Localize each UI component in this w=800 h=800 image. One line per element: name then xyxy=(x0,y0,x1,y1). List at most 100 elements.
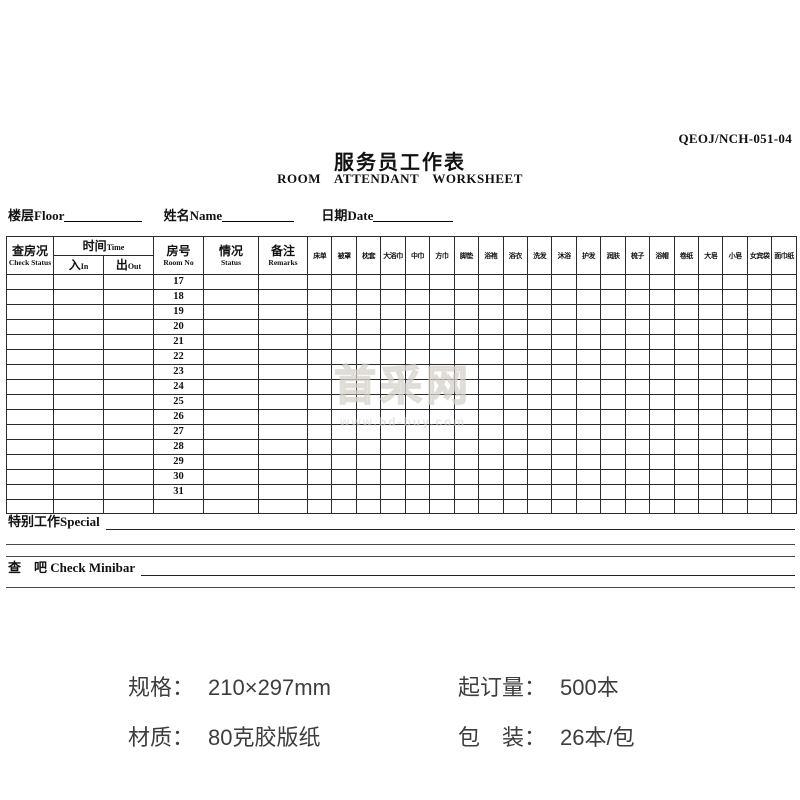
blank-cell xyxy=(649,394,675,410)
blank-cell xyxy=(258,334,308,350)
blank-cell xyxy=(429,379,455,395)
blank-cell xyxy=(53,379,104,395)
blank-cell xyxy=(478,319,504,335)
blank-cell xyxy=(624,379,651,395)
blank-cell xyxy=(502,499,528,514)
blank-cell xyxy=(673,379,700,395)
blank-cell xyxy=(697,499,724,514)
name-field: 姓名Name xyxy=(164,205,223,224)
blank-cell xyxy=(771,409,797,425)
blank-cell xyxy=(551,409,577,425)
blank-cell xyxy=(429,334,455,350)
blank-cell xyxy=(673,499,700,514)
column-header-item: 浴袍 xyxy=(478,236,504,275)
blank-cell xyxy=(331,409,357,425)
blank-cell xyxy=(624,469,651,485)
blank-cell xyxy=(429,454,455,470)
blank-cell xyxy=(331,319,357,335)
blank-cell xyxy=(575,454,602,470)
blank-cell xyxy=(355,424,382,440)
room-number-cell: 30 xyxy=(153,469,204,485)
blank-cell xyxy=(551,364,577,380)
blank-cell xyxy=(203,289,259,305)
in-cn: 入 xyxy=(68,258,81,272)
blank-cell xyxy=(673,439,700,455)
blank-cell xyxy=(53,454,104,470)
blank-cell xyxy=(380,439,406,455)
blank-cell xyxy=(306,409,333,425)
blank-cell xyxy=(453,484,480,500)
column-header-item: 浴衣 xyxy=(502,236,528,275)
spec-min-order-label: 起订量： xyxy=(458,675,547,700)
blank-cell xyxy=(203,439,259,455)
blank-cell xyxy=(673,289,700,305)
blank-cell xyxy=(673,469,700,485)
blank-cell xyxy=(722,394,748,410)
column-header-room-no: 房号 Room No xyxy=(153,236,204,275)
blank-cell xyxy=(478,349,504,365)
blank-cell xyxy=(306,499,333,514)
blank-cell xyxy=(722,439,748,455)
blank-cell xyxy=(551,304,577,320)
blank-cell xyxy=(53,484,104,500)
blank-cell xyxy=(53,469,104,485)
blank-cell xyxy=(103,364,154,380)
check-minibar-row: 查 吧 Check Minibar xyxy=(8,560,795,576)
blank-cell xyxy=(306,424,333,440)
column-header-check-status: 查房况 Check Status xyxy=(6,236,54,275)
blank-cell xyxy=(673,319,700,335)
blank-cell xyxy=(624,334,651,350)
name-blank-line xyxy=(222,209,295,222)
blank-cell xyxy=(722,409,748,425)
table-row: 20 xyxy=(6,319,797,335)
column-header-item: 枕套 xyxy=(355,236,382,275)
blank-cell xyxy=(355,454,382,470)
spec-min-order-value: 500本 xyxy=(560,675,619,700)
blank-cell xyxy=(722,424,748,440)
blank-cell xyxy=(746,454,773,470)
blank-cell xyxy=(673,394,700,410)
blank-cell xyxy=(429,274,455,290)
blank-cell xyxy=(103,304,154,320)
blank-cell xyxy=(331,364,357,380)
blank-cell xyxy=(575,499,602,514)
blank-cell xyxy=(551,454,577,470)
blank-cell xyxy=(306,484,333,500)
blank-cell xyxy=(697,379,724,395)
spec-packing: 包 装： 26本/包 xyxy=(458,720,635,752)
blank-cell xyxy=(103,499,154,514)
blank-cell xyxy=(380,334,406,350)
blank-cell xyxy=(331,439,357,455)
blank-cell xyxy=(258,439,308,455)
blank-cell xyxy=(624,424,651,440)
blank-cell xyxy=(722,274,748,290)
blank-cell xyxy=(771,319,797,335)
blank-cell xyxy=(258,394,308,410)
blank-cell xyxy=(526,439,553,455)
blank-cell xyxy=(526,379,553,395)
blank-cell xyxy=(453,394,480,410)
blank-cell xyxy=(649,439,675,455)
column-header-item: 女宾袋 xyxy=(746,236,773,275)
blank-cell xyxy=(258,274,308,290)
form-code: QEOJ/NCH-051-04 xyxy=(678,131,792,146)
blank-cell xyxy=(103,424,154,440)
blank-cell xyxy=(478,304,504,320)
spec-material: 材质： 80克胶版纸 xyxy=(128,720,321,752)
blank-cell xyxy=(551,394,577,410)
divider-line xyxy=(6,587,795,588)
blank-cell xyxy=(331,469,357,485)
blank-cell xyxy=(502,469,528,485)
blank-cell xyxy=(103,349,154,365)
blank-cell xyxy=(429,394,455,410)
column-header-time: 时间Time xyxy=(53,236,154,256)
blank-cell xyxy=(649,364,675,380)
blank-cell xyxy=(404,289,431,305)
blank-cell xyxy=(404,454,431,470)
blank-cell xyxy=(746,349,773,365)
blank-cell xyxy=(526,499,553,514)
room-number-cell: 28 xyxy=(153,439,204,455)
blank-cell xyxy=(502,439,528,455)
remarks-en: Remarks xyxy=(268,257,298,267)
blank-cell xyxy=(722,334,748,350)
